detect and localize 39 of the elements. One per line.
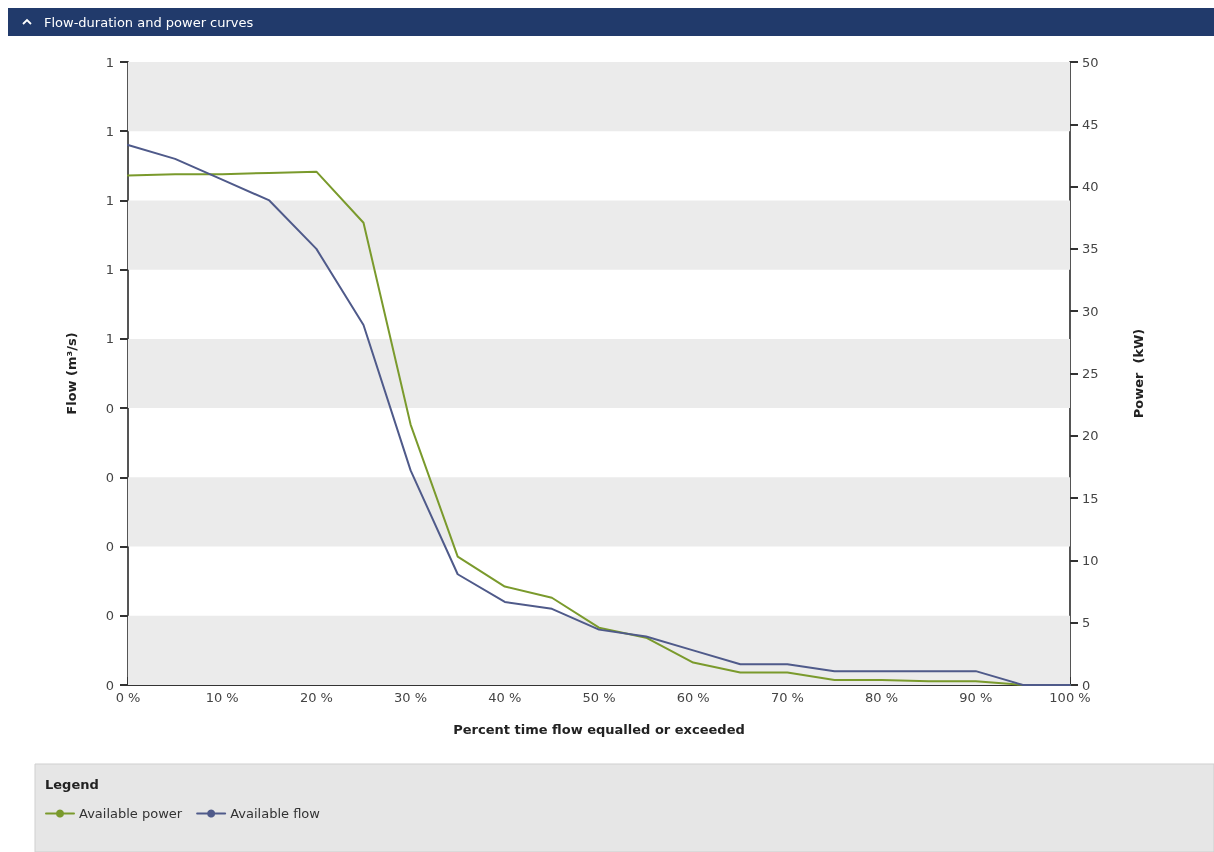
y2-tick-label: 45: [1082, 116, 1099, 132]
y2-tick-label: 35: [1082, 241, 1099, 257]
y-axis-title: Flow (m³/s): [64, 332, 79, 415]
x-tick-label: 0 %: [115, 690, 141, 705]
x-axis-title: Percent time flow equalled or exceeded: [453, 722, 745, 737]
y2-tick-label: 5: [1082, 615, 1091, 631]
legend-title: Legend: [45, 777, 99, 792]
legend-label: Available flow: [230, 806, 321, 821]
y2-tick-label: 20: [1082, 428, 1099, 444]
x-tick-label: 100 %: [1049, 690, 1091, 705]
y-tick-label: 1: [105, 331, 114, 347]
y-tick-label: 0: [105, 400, 114, 416]
y2-tick-label: 15: [1082, 490, 1099, 506]
x-tick-label: 90 %: [959, 690, 993, 705]
y-tick-label: 0: [105, 608, 114, 624]
y2-tick-label: 40: [1082, 179, 1099, 195]
legend-label: Available power: [79, 806, 183, 821]
y-tick-label: 0: [105, 677, 114, 693]
x-tick-label: 20 %: [299, 690, 333, 705]
chart-title: Flow-duration and power curves: [44, 14, 254, 30]
y2-tick-label: 0: [1082, 677, 1091, 693]
x-tick-label: 10 %: [205, 690, 239, 705]
y2-tick-label: 25: [1082, 366, 1099, 381]
x-tick-label: 70 %: [770, 690, 804, 705]
y2-tick-label: 30: [1082, 303, 1099, 319]
y2-axis-title: Power (kW): [1131, 328, 1146, 419]
y2-tick-label: 50: [1082, 54, 1099, 70]
y-tick-label: 0: [105, 539, 114, 555]
x-tick-label: 50 %: [582, 690, 616, 705]
y2-tick-label: 10: [1082, 552, 1099, 568]
y-tick-label: 1: [105, 192, 114, 208]
x-tick-label: 30 %: [394, 690, 428, 705]
x-tick-label: 80 %: [865, 690, 899, 705]
x-tick-label: 40 %: [488, 690, 522, 705]
y-tick-label: 1: [105, 54, 114, 70]
y-tick-label: 1: [105, 262, 114, 278]
y-tick-label: 0: [105, 469, 114, 485]
x-tick-label: 60 %: [676, 690, 710, 705]
y-tick-label: 1: [105, 123, 114, 139]
